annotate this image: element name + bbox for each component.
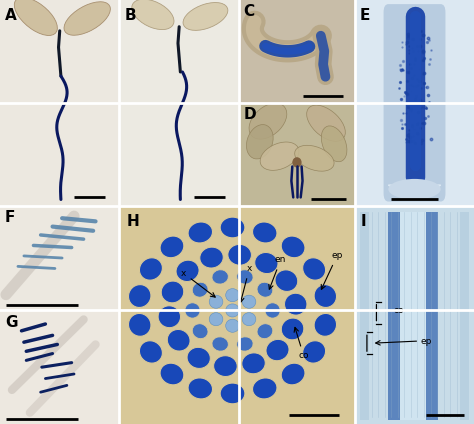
Text: co: co (294, 327, 309, 360)
Ellipse shape (314, 313, 337, 336)
Ellipse shape (64, 2, 110, 35)
Text: x: x (181, 268, 215, 297)
Text: A: A (5, 8, 17, 23)
Ellipse shape (388, 179, 441, 199)
Ellipse shape (192, 282, 208, 297)
FancyBboxPatch shape (419, 212, 438, 420)
Ellipse shape (139, 341, 163, 363)
Ellipse shape (281, 236, 305, 258)
FancyBboxPatch shape (239, 103, 355, 206)
FancyBboxPatch shape (400, 212, 427, 420)
Ellipse shape (167, 329, 190, 351)
Text: en: en (269, 255, 286, 289)
FancyBboxPatch shape (369, 212, 460, 420)
FancyBboxPatch shape (0, 310, 119, 424)
Ellipse shape (302, 258, 326, 280)
Ellipse shape (226, 319, 239, 332)
FancyBboxPatch shape (119, 0, 239, 206)
Ellipse shape (188, 222, 212, 243)
FancyBboxPatch shape (0, 206, 119, 310)
Ellipse shape (242, 353, 265, 374)
Polygon shape (388, 185, 441, 198)
Ellipse shape (128, 313, 151, 336)
Ellipse shape (139, 258, 163, 280)
Ellipse shape (228, 244, 251, 265)
Ellipse shape (295, 145, 334, 171)
Text: D: D (244, 107, 256, 122)
Ellipse shape (237, 337, 253, 351)
Text: F: F (5, 210, 15, 225)
Ellipse shape (209, 312, 223, 326)
Ellipse shape (209, 295, 223, 308)
Text: E: E (360, 8, 370, 23)
Ellipse shape (302, 341, 326, 363)
Ellipse shape (212, 337, 228, 351)
Ellipse shape (160, 236, 184, 258)
Ellipse shape (128, 285, 151, 307)
Ellipse shape (253, 378, 277, 399)
Ellipse shape (242, 312, 256, 326)
Ellipse shape (220, 217, 245, 238)
Ellipse shape (132, 0, 174, 30)
Ellipse shape (212, 270, 228, 284)
Ellipse shape (265, 303, 280, 318)
Text: ep: ep (321, 251, 343, 289)
Text: C: C (244, 4, 255, 19)
Ellipse shape (200, 247, 223, 268)
Ellipse shape (275, 270, 298, 291)
Ellipse shape (187, 347, 210, 368)
Text: G: G (5, 315, 17, 330)
Ellipse shape (246, 125, 273, 159)
FancyBboxPatch shape (239, 0, 355, 103)
Ellipse shape (158, 306, 181, 328)
Ellipse shape (321, 126, 347, 162)
Ellipse shape (226, 289, 239, 302)
Ellipse shape (253, 222, 277, 243)
Ellipse shape (255, 253, 278, 273)
Ellipse shape (281, 318, 304, 340)
Text: B: B (124, 8, 136, 23)
Ellipse shape (249, 103, 287, 139)
Ellipse shape (266, 339, 289, 361)
Ellipse shape (242, 295, 256, 308)
Text: ep: ep (420, 337, 432, 346)
Ellipse shape (257, 282, 273, 297)
Text: I: I (361, 215, 366, 229)
Ellipse shape (226, 304, 239, 317)
Ellipse shape (176, 260, 199, 282)
Ellipse shape (237, 270, 253, 284)
FancyBboxPatch shape (360, 212, 469, 420)
Text: x: x (239, 264, 252, 302)
Ellipse shape (188, 378, 212, 399)
Text: H: H (127, 215, 139, 229)
Ellipse shape (292, 157, 301, 167)
Ellipse shape (307, 105, 346, 141)
Text: co: co (393, 306, 403, 315)
Ellipse shape (314, 285, 337, 307)
FancyBboxPatch shape (0, 0, 119, 206)
Ellipse shape (220, 383, 245, 404)
FancyBboxPatch shape (355, 206, 474, 424)
Ellipse shape (160, 363, 184, 385)
FancyBboxPatch shape (119, 206, 355, 424)
FancyBboxPatch shape (383, 4, 446, 201)
Ellipse shape (260, 142, 299, 170)
Ellipse shape (214, 356, 237, 377)
Ellipse shape (284, 293, 307, 315)
FancyBboxPatch shape (355, 0, 474, 206)
Ellipse shape (183, 3, 228, 31)
Ellipse shape (257, 324, 273, 339)
Ellipse shape (161, 281, 184, 303)
Ellipse shape (192, 324, 208, 339)
Ellipse shape (185, 303, 200, 318)
Ellipse shape (281, 363, 305, 385)
FancyBboxPatch shape (388, 212, 407, 420)
Ellipse shape (14, 0, 57, 36)
